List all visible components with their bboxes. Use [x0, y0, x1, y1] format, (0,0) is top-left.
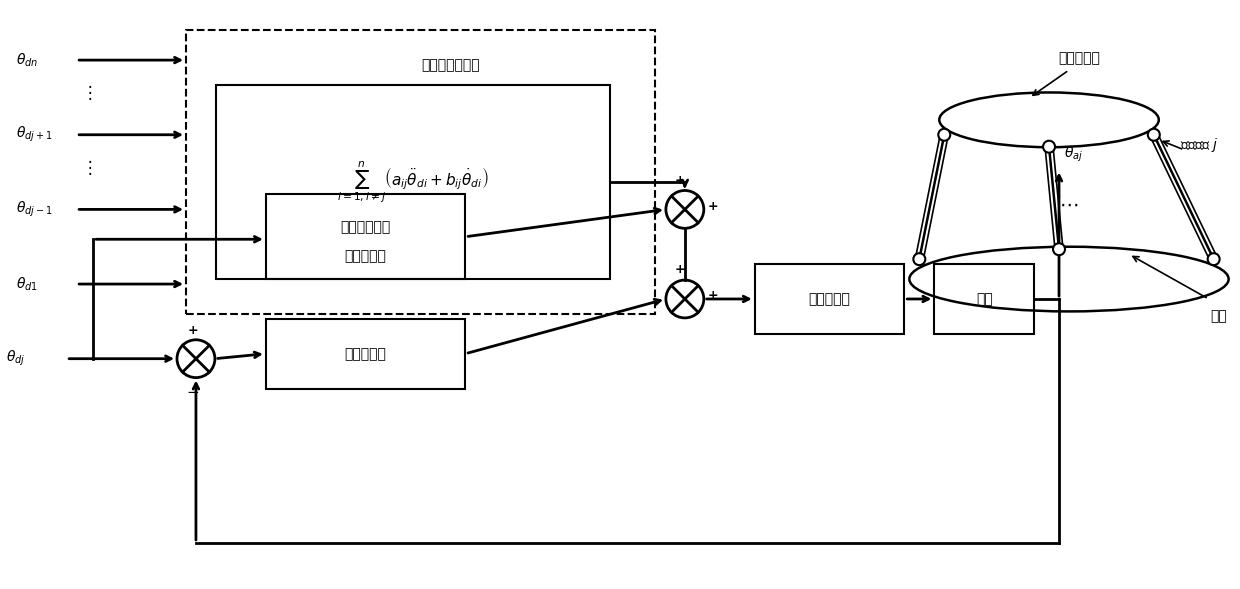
Text: $\theta_{dj-1}$: $\theta_{dj-1}$ — [16, 200, 53, 219]
Bar — [265, 319, 465, 389]
Circle shape — [1208, 253, 1220, 265]
Text: $\theta_{dj+1}$: $\theta_{dj+1}$ — [16, 125, 53, 144]
Text: 反馈控制器: 反馈控制器 — [345, 347, 387, 360]
Bar — [216, 85, 610, 279]
Text: $\sum_{i=1,i\neq j}^{n}\left(a_{ij}\ddot{\theta}_{di}+b_{ij}\dot{\theta}_{di}\ri: $\sum_{i=1,i\neq j}^{n}\left(a_{ij}\ddot… — [337, 160, 489, 205]
Text: +: + — [675, 263, 686, 276]
Circle shape — [1053, 243, 1065, 255]
Text: 机架: 机架 — [1210, 309, 1228, 323]
Bar — [265, 194, 465, 279]
Circle shape — [914, 253, 925, 265]
Text: 前馈控制器: 前馈控制器 — [345, 250, 387, 264]
Text: +: + — [187, 324, 198, 337]
Bar — [934, 264, 1034, 334]
Circle shape — [939, 129, 950, 141]
Text: $\vdots$: $\vdots$ — [81, 158, 92, 177]
Circle shape — [1148, 129, 1159, 141]
Text: $\theta_{aj}$: $\theta_{aj}$ — [1064, 145, 1084, 164]
Text: 电机: 电机 — [976, 292, 992, 306]
Text: 关驱动节 $j$: 关驱动节 $j$ — [1180, 135, 1219, 154]
Text: $-$: $-$ — [186, 383, 200, 398]
Bar — [186, 30, 655, 314]
Text: $\theta_{dj}$: $\theta_{dj}$ — [6, 349, 26, 368]
Text: $\theta_{d1}$: $\theta_{d1}$ — [16, 275, 38, 293]
Text: $\theta_{dn}$: $\theta_{dn}$ — [16, 51, 38, 69]
Text: 耦合前馈控制器: 耦合前馈控制器 — [422, 58, 480, 72]
Text: $\cdots$: $\cdots$ — [1059, 195, 1079, 214]
Text: +: + — [708, 200, 718, 213]
Bar — [755, 264, 904, 334]
Text: 伺服驱动器: 伺服驱动器 — [808, 292, 851, 306]
Text: $\vdots$: $\vdots$ — [81, 84, 92, 102]
Text: 末端执行器: 末端执行器 — [1058, 51, 1100, 65]
Text: +: + — [675, 174, 686, 187]
Circle shape — [1043, 141, 1055, 153]
Text: +: + — [708, 289, 718, 303]
Text: 速度、加速度: 速度、加速度 — [341, 220, 391, 234]
